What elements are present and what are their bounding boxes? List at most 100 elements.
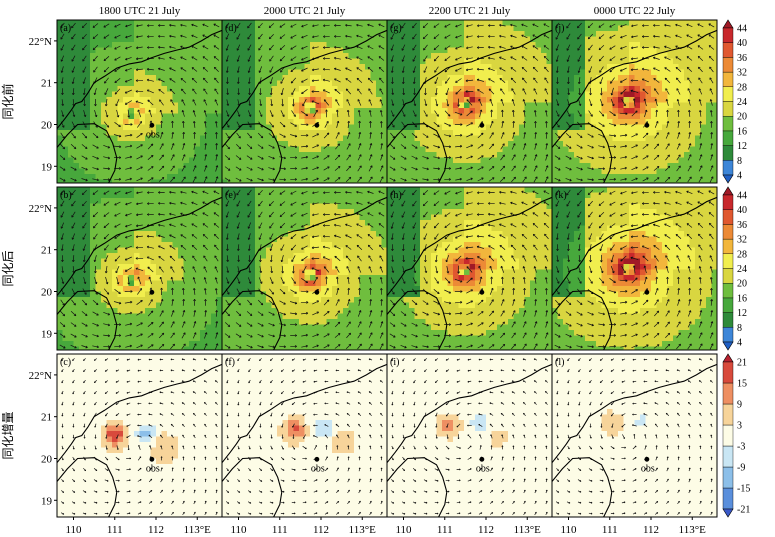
x-tick-label: 113°E [679, 524, 706, 536]
colorbar-label: 28 [737, 249, 747, 260]
x-tick-label: 111 [107, 524, 123, 536]
panel-a: (a) obs [56, 19, 223, 184]
obs-marker [644, 456, 650, 462]
x-tick-label: 111 [602, 524, 618, 536]
y-tick-label: 22°N [29, 203, 52, 215]
colorbar-label: 28 [737, 82, 747, 93]
obs-marker [149, 456, 155, 462]
panel-label: (k) [555, 190, 567, 201]
colorbar-label: -9 [737, 463, 745, 474]
column-title-0: 1800 UTC 21 July [99, 5, 181, 17]
obs-label: obs [311, 463, 325, 474]
colorbar-label: -3 [737, 442, 745, 453]
colorbar-label: 24 [737, 97, 747, 108]
y-tick-label: 22°N [29, 36, 52, 48]
y-tick-label: 20 [41, 286, 53, 298]
obs-marker [314, 456, 320, 462]
panel-label: (d) [225, 23, 237, 34]
colorbar-label: 21 [737, 358, 747, 369]
obs-marker [314, 289, 320, 295]
colorbar-label: 9 [737, 400, 742, 411]
y-tick-label: 21 [41, 245, 52, 257]
colorbar-label: 12 [737, 308, 747, 319]
panel-d: (d) [221, 19, 388, 184]
y-tick-label: 20 [41, 119, 53, 131]
colorbar-label: 8 [737, 156, 742, 167]
obs-label: obs [476, 463, 490, 474]
colorbar-label: 36 [737, 220, 747, 231]
panel-label: (g) [390, 23, 402, 34]
colorbar-label: 16 [737, 126, 747, 137]
panel-e: (e) [221, 186, 388, 351]
panel-f: (f) obs [221, 353, 388, 518]
row-label-2: 同化增量 [1, 411, 15, 459]
obs-label: obs [146, 129, 160, 140]
colorbar-label: 15 [737, 379, 747, 390]
obs-label: obs [641, 463, 655, 474]
y-tick-label: 22°N [29, 370, 52, 382]
x-tick-label: 110 [395, 524, 412, 536]
panel-h: (h) [386, 186, 553, 351]
x-tick-label: 113°E [184, 524, 211, 536]
panel-k: (k) [551, 186, 718, 351]
x-tick-label: 111 [437, 524, 453, 536]
panel-b: (b) [56, 186, 223, 351]
obs-marker [149, 289, 155, 295]
x-tick-label: 111 [272, 524, 288, 536]
obs-marker [479, 456, 485, 462]
colorbar-label: 16 [737, 293, 747, 304]
row-label-1: 同化后 [1, 250, 15, 286]
colorbar-label: 32 [737, 68, 747, 79]
panel-label: (l) [555, 357, 564, 368]
colorbar-label: 40 [737, 38, 747, 49]
row-label-0: 同化前 [0, 83, 15, 119]
panel-label: (f) [225, 357, 235, 368]
y-tick-label: 21 [41, 78, 52, 90]
panel-label: (i) [390, 357, 399, 368]
y-tick-label: 20 [41, 453, 53, 465]
x-tick-label: 112 [478, 524, 494, 536]
colorbar-label: 32 [737, 235, 747, 246]
x-tick-label: 113°E [514, 524, 541, 536]
colorbar-increment: -21 -15 -9 -3 3 9 15 21 [722, 353, 750, 518]
colorbar-label: 4 [737, 171, 742, 182]
y-tick-label: 21 [41, 412, 52, 424]
colorbar-speed-top: 4 8 12 16 20 24 28 32 36 40 44 [722, 19, 747, 184]
colorbar-label: 24 [737, 264, 747, 275]
y-tick-label: 19 [41, 328, 53, 340]
column-title-2: 2200 UTC 21 July [429, 5, 511, 17]
panel-label: (b) [60, 190, 72, 201]
panel-j: (j) [551, 19, 718, 184]
y-tick-label: 19 [41, 161, 53, 173]
obs-marker [644, 289, 650, 295]
colorbar-label: 4 [737, 338, 742, 349]
panel-c: (c) obs [56, 353, 223, 518]
x-tick-label: 112 [643, 524, 659, 536]
panel-label: (a) [60, 23, 71, 34]
colorbar-label: 20 [737, 112, 747, 123]
obs-label: obs [146, 463, 160, 474]
panel-label: (c) [60, 357, 71, 368]
obs-marker [479, 289, 485, 295]
obs-marker [644, 122, 650, 128]
obs-marker [314, 122, 320, 128]
x-tick-label: 113°E [349, 524, 376, 536]
x-tick-label: 112 [313, 524, 329, 536]
colorbar-label: 12 [737, 141, 747, 152]
column-title-1: 2000 UTC 21 July [264, 5, 346, 17]
x-tick-label: 112 [148, 524, 164, 536]
column-title-3: 0000 UTC 22 July [594, 5, 676, 17]
colorbar-label: 44 [737, 24, 747, 35]
panel-l: (l) obs [551, 353, 718, 518]
colorbar-label: -15 [737, 484, 750, 495]
x-tick-label: 110 [230, 524, 247, 536]
panel-label: (h) [390, 190, 402, 201]
colorbar-label: 20 [737, 279, 747, 290]
colorbar-label: -21 [737, 505, 750, 516]
y-tick-label: 19 [41, 495, 53, 507]
panel-label: (j) [555, 23, 564, 34]
colorbar-label: 44 [737, 191, 747, 202]
x-tick-label: 110 [560, 524, 577, 536]
